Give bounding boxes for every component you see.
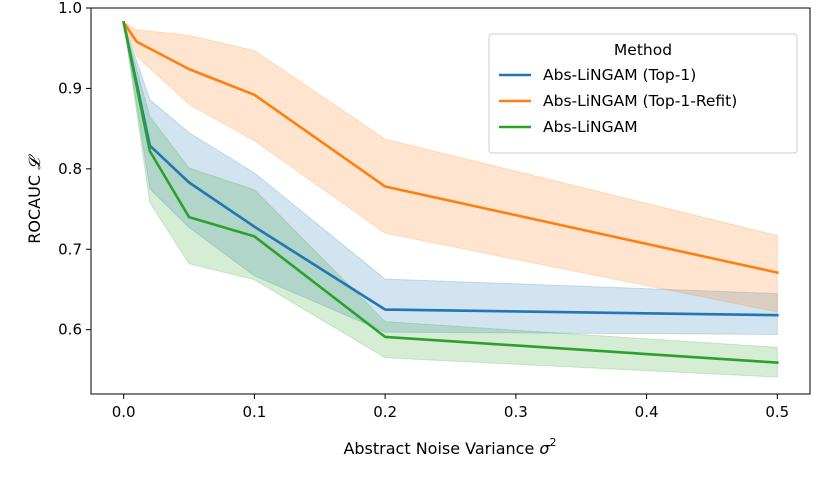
legend: Method Abs-LiNGAM (Top-1)Abs-LiNGAM (Top… <box>488 33 798 154</box>
legend-label-abs-lingam-top-1-refit: Abs-LiNGAM (Top-1-Refit) <box>543 92 737 110</box>
x-tick-label: 0.4 <box>635 403 659 421</box>
legend-title: Method <box>614 41 672 59</box>
legend-box <box>488 33 798 154</box>
line-abs-lingam <box>122 20 779 365</box>
y-tick-label: 0.7 <box>58 240 82 258</box>
legend-entries: Abs-LiNGAM (Top-1) Abs-LiNGAM (Top-1-Refi… <box>499 66 737 136</box>
x-axis-title: Abstract Noise Variance σ2 <box>343 436 556 458</box>
y-axis-ticks: 0.6 0.7 0.8 0.9 1.0 <box>58 0 91 339</box>
legend-label-abs-lingam-top-1: Abs-LiNGAM (Top-1) <box>543 66 696 84</box>
x-axis-ticks: 0.0 0.1 0.2 0.3 0.4 0.5 <box>112 394 789 421</box>
y-tick-label: 0.6 <box>58 321 82 339</box>
x-tick-label: 0.2 <box>373 403 397 421</box>
x-tick-label: 0.1 <box>242 403 266 421</box>
x-tick-label: 0.5 <box>765 403 789 421</box>
y-tick-label: 0.8 <box>58 160 82 178</box>
legend-label-abs-lingam: Abs-LiNGAM <box>543 118 638 136</box>
y-tick-label: 0.9 <box>58 79 82 97</box>
x-tick-label: 0.3 <box>504 403 528 421</box>
y-axis-title: ROCAUC 𝓛 <box>25 154 44 244</box>
line-abs-lingam-top-1-refit <box>121 20 779 275</box>
series-lines <box>121 20 779 365</box>
x-tick-label: 0.0 <box>112 403 136 421</box>
y-tick-label: 1.0 <box>58 0 82 17</box>
plot-frame <box>90 7 811 395</box>
